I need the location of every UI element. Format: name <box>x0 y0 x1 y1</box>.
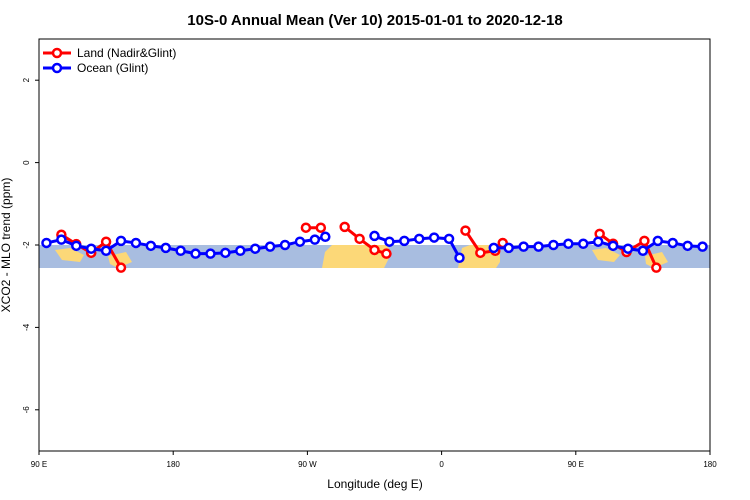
y-axis-label: XCO2 - MLO trend (ppm) <box>0 178 13 313</box>
x-tick-label: 180 <box>703 460 717 469</box>
point <box>460 225 471 236</box>
point <box>578 238 589 250</box>
point <box>190 248 201 259</box>
point <box>235 245 246 257</box>
point <box>145 240 157 252</box>
x-tick-label: 0 <box>439 460 444 469</box>
point <box>639 235 650 247</box>
point <box>563 238 574 250</box>
point <box>454 252 465 264</box>
point <box>399 235 410 247</box>
point <box>264 241 276 252</box>
y-tick-label: -2 <box>22 241 31 249</box>
point <box>339 221 350 233</box>
point <box>651 262 662 273</box>
point <box>175 245 186 257</box>
point <box>249 243 261 254</box>
legend-label: Ocean (Glint) <box>77 61 148 75</box>
point <box>56 234 67 245</box>
point <box>697 241 708 252</box>
point <box>160 242 171 254</box>
x-tick-label: 90 E <box>568 460 584 469</box>
point <box>354 233 365 245</box>
point <box>85 243 97 254</box>
point <box>652 235 664 247</box>
point <box>300 222 312 233</box>
x-tick-label: 90 W <box>298 460 317 469</box>
legend: Land (Nadir&Glint)Ocean (Glint) <box>43 46 176 75</box>
point <box>475 247 486 259</box>
x-tick-label: 90 E <box>31 460 47 469</box>
point <box>71 240 82 252</box>
point <box>682 240 693 252</box>
point <box>294 236 306 247</box>
land-shape <box>55 248 84 262</box>
point <box>369 230 380 242</box>
point <box>607 240 619 252</box>
point <box>413 233 425 245</box>
point <box>592 236 604 247</box>
point <box>220 247 231 259</box>
legend-marker <box>51 47 63 59</box>
point <box>315 222 327 233</box>
x-axis-label: Longitude (deg E) <box>327 477 422 491</box>
series <box>41 230 708 264</box>
x-tick-label: 180 <box>167 460 181 469</box>
point <box>533 241 544 252</box>
point <box>115 235 127 247</box>
point <box>279 239 291 251</box>
point <box>518 241 529 252</box>
point <box>384 236 395 247</box>
point <box>130 237 142 249</box>
point <box>381 248 392 259</box>
land-shape <box>592 248 620 262</box>
point <box>205 248 216 259</box>
point <box>41 237 52 249</box>
y-tick-label: 0 <box>22 160 31 165</box>
y-tick-label: -6 <box>22 406 31 414</box>
point <box>488 242 500 254</box>
y-tick-label: -4 <box>22 323 31 331</box>
y-tick-label: 2 <box>22 77 31 82</box>
land-shape <box>322 245 390 268</box>
point <box>100 236 112 247</box>
chart-title: 10S-0 Annual Mean (Ver 10) 2015-01-01 to… <box>187 12 562 29</box>
point <box>320 231 331 243</box>
point <box>667 237 678 249</box>
point <box>309 234 321 245</box>
legend-label: Land (Nadir&Glint) <box>77 46 176 60</box>
point <box>428 232 440 243</box>
point <box>115 262 127 273</box>
point <box>637 245 649 257</box>
point <box>622 243 634 254</box>
point <box>443 233 455 245</box>
legend-marker <box>51 62 63 74</box>
point <box>100 245 112 257</box>
point <box>503 242 514 254</box>
point <box>369 244 380 256</box>
point <box>548 239 559 251</box>
